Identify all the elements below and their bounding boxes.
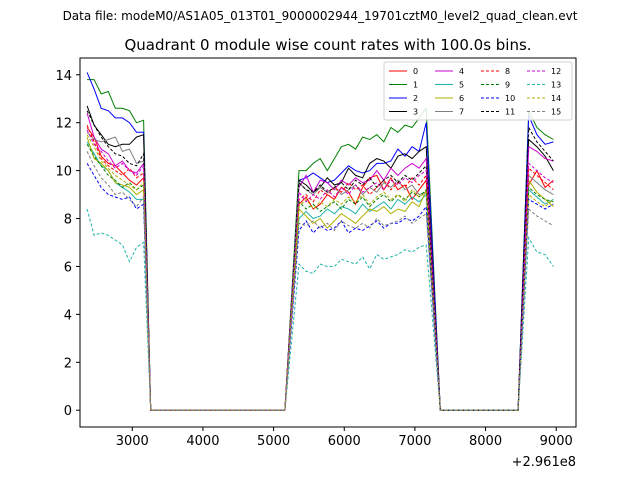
series-line-1 xyxy=(87,79,554,411)
y-tick-label: 6 xyxy=(64,260,72,275)
series-line-4 xyxy=(86,112,554,411)
legend-label-15: 15 xyxy=(551,108,561,117)
series-line-12 xyxy=(86,129,554,411)
series-line-9 xyxy=(86,144,554,411)
series-line-2 xyxy=(86,72,554,411)
series-lines xyxy=(86,72,554,411)
y-tick-label: 14 xyxy=(55,69,72,84)
series-line-3 xyxy=(86,105,554,411)
series-line-5 xyxy=(86,141,554,411)
y-tick-label: 12 xyxy=(55,117,72,132)
x-tick-label: 3000 xyxy=(116,434,149,449)
x-tick-label: 4000 xyxy=(186,434,219,449)
x-tick-label: 7000 xyxy=(398,434,431,449)
series-line-8 xyxy=(86,124,554,411)
chart-title: Quadrant 0 module wise count rates with … xyxy=(124,36,531,54)
y-tick-label: 4 xyxy=(64,308,72,323)
plot-area-frame xyxy=(79,57,577,428)
series-line-0 xyxy=(86,127,554,411)
legend-label-6: 6 xyxy=(459,94,464,103)
legend-label-7: 7 xyxy=(459,108,464,117)
x-tick-label: 5000 xyxy=(257,434,290,449)
legend-label-12: 12 xyxy=(551,67,561,76)
series-line-7 xyxy=(86,131,554,411)
legend-label-4: 4 xyxy=(459,67,464,76)
legend-label-14: 14 xyxy=(551,94,561,103)
series-line-10 xyxy=(86,163,554,411)
legend-label-5: 5 xyxy=(459,81,464,90)
series-line-14 xyxy=(86,134,554,411)
y-tick-label: 8 xyxy=(64,213,72,228)
legend-label-2: 2 xyxy=(413,94,418,103)
y-tick-label: 0 xyxy=(64,404,72,419)
legend-frame xyxy=(383,61,573,121)
chart-suptitle: Data file: modeM0/AS1A05_013T01_90000029… xyxy=(63,9,578,23)
y-tick-label: 10 xyxy=(55,165,72,180)
legend-label-3: 3 xyxy=(413,108,418,117)
legend-label-11: 11 xyxy=(505,108,515,117)
y-tick-label: 2 xyxy=(64,356,72,371)
legend-label-1: 1 xyxy=(413,81,418,90)
legend-label-9: 9 xyxy=(505,81,510,90)
series-line-11 xyxy=(86,110,554,411)
legend-label-8: 8 xyxy=(505,67,510,76)
x-tick-label: 9000 xyxy=(540,434,573,449)
series-line-13 xyxy=(86,208,554,411)
legend-label-0: 0 xyxy=(413,67,418,76)
legend-label-13: 13 xyxy=(551,81,561,90)
legend-label-10: 10 xyxy=(505,94,515,103)
series-line-15 xyxy=(86,151,554,411)
x-tick-label: 6000 xyxy=(328,434,361,449)
x-tick-label: 8000 xyxy=(469,434,502,449)
x-offset-label: +2.961e8 xyxy=(512,455,576,470)
